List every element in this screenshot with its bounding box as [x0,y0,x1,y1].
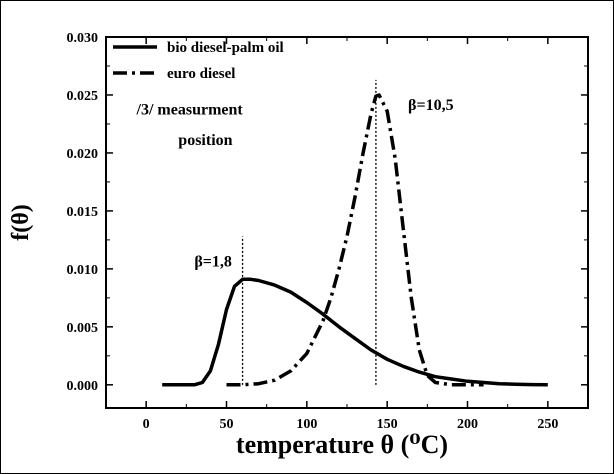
plot-area [105,36,589,409]
annotation-2: β=10,5 [408,97,454,114]
x-tick-label: 50 [220,417,234,432]
x-tick-label: 100 [296,417,317,432]
y-tick-label: 0.000 [67,379,99,394]
x-tick-label: 200 [457,417,478,432]
x-tick-label: 250 [537,417,558,432]
y-tick-label: 0.020 [67,147,99,162]
annotation-4: position [178,132,232,149]
legend-label-2: euro diesel [167,66,235,82]
series-line-2 [226,93,484,387]
x-axis-title: temperature θ (⁰C) [236,430,448,459]
legend-label-1: bio diesel-palm oil [167,40,284,56]
annotation-3: /3/ measurment [136,102,244,119]
y-tick-label: 0.015 [67,205,99,220]
annotation-1: β=1,8 [194,254,232,271]
x-tick-label: 0 [143,417,150,432]
y-tick-label: 0.005 [67,321,99,336]
x-tick-label: 150 [377,417,398,432]
series-line-1 [162,277,548,387]
y-tick-label: 0.010 [67,263,99,278]
y-axis-title: f(θ) [8,204,34,241]
y-tick-label: 0.025 [67,89,99,104]
y-tick-label: 0.030 [67,31,99,46]
